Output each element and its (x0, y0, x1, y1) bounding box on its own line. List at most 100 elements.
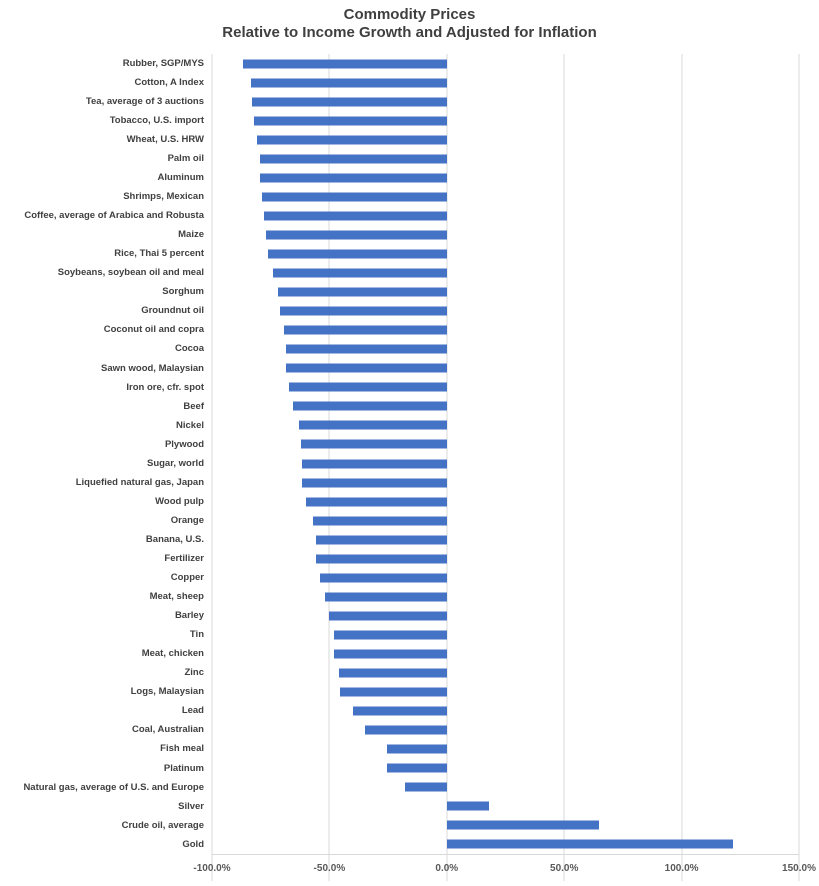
category-label: Tin (189, 629, 204, 641)
chart-row: Rice, Thai 5 percent (0, 244, 819, 263)
bar-track (212, 625, 799, 644)
bar-track (212, 778, 799, 797)
bar-track (212, 435, 799, 454)
bar (242, 59, 447, 69)
bar (324, 592, 447, 602)
category-label: Copper (170, 572, 204, 584)
category-label: Coal, Australian (132, 724, 204, 736)
axis-tick-mark (798, 854, 800, 859)
bar-track (212, 683, 799, 702)
category-label: Orange (170, 514, 204, 526)
chart-row: Lead (0, 702, 819, 721)
bar (263, 211, 447, 221)
category-label: Banana, U.S. (145, 533, 204, 545)
chart-row: Platinum (0, 759, 819, 778)
category-label: Maize (178, 229, 204, 241)
axis-tick-label: 100.0% (664, 862, 699, 874)
axis-tick-mark (681, 854, 683, 859)
bar (316, 535, 447, 545)
chart-row: Wood pulp (0, 492, 819, 511)
category-label: Meat, sheep (149, 591, 204, 603)
chart-row: Iron ore, cfr. spot (0, 378, 819, 397)
category-label: Coffee, average of Arabica and Robusta (24, 210, 204, 222)
category-label: Aluminum (157, 172, 204, 184)
chart-title: Commodity Prices (343, 6, 476, 23)
category-label: Sorghum (162, 286, 204, 298)
bar-track (212, 378, 799, 397)
bar (334, 649, 447, 659)
chart-row: Fish meal (0, 740, 819, 759)
bar-track (212, 206, 799, 225)
bar-track (212, 225, 799, 244)
bar-track (212, 149, 799, 168)
category-label: Sugar, world (146, 457, 204, 469)
chart-row: Coal, Australian (0, 721, 819, 740)
chart-row: Silver (0, 797, 819, 816)
bar-track (212, 92, 799, 111)
bar (285, 363, 447, 373)
chart-row: Copper (0, 568, 819, 587)
category-label: Tobacco, U.S. import (109, 114, 204, 126)
category-label: Coconut oil and copra (103, 324, 204, 336)
bar-track (212, 606, 799, 625)
bar-track (212, 302, 799, 321)
bar (277, 287, 447, 297)
category-label: Shrimps, Mexican (123, 191, 204, 203)
category-label: Crude oil, average (121, 819, 204, 831)
gridline (798, 54, 800, 881)
bar-track (212, 244, 799, 263)
chart-row: Banana, U.S. (0, 530, 819, 549)
bar (266, 230, 447, 240)
bar-track (212, 321, 799, 340)
bar-track (212, 797, 799, 816)
category-label: Cotton, A Index (134, 76, 204, 88)
bar-track (212, 549, 799, 568)
chart-row: Palm oil (0, 149, 819, 168)
bar (260, 154, 447, 164)
bar (256, 135, 447, 145)
category-label: Fish meal (160, 743, 204, 755)
chart-row: Gold (0, 835, 819, 854)
bar (302, 459, 447, 468)
bar (250, 78, 447, 88)
bar-track (212, 111, 799, 130)
axis-tick-mark (328, 854, 330, 859)
chart-row: Nickel (0, 416, 819, 435)
bar-track (212, 721, 799, 740)
chart-row: Sorghum (0, 283, 819, 302)
bar-track (212, 283, 799, 302)
bar (305, 497, 447, 507)
bar (262, 192, 447, 202)
chart-row: Zinc (0, 664, 819, 683)
gridline (446, 54, 448, 881)
bar-track (212, 130, 799, 149)
chart-row: Wheat, U.S. HRW (0, 130, 819, 149)
chart-row: Sawn wood, Malaysian (0, 359, 819, 378)
chart-row: Tin (0, 625, 819, 644)
bar-track (212, 73, 799, 92)
chart-row: Aluminum (0, 168, 819, 187)
axis-tick-mark (211, 854, 213, 859)
chart-subtitle: Relative to Income Growth and Adjusted f… (222, 24, 597, 41)
bar (364, 725, 447, 735)
bar-track (212, 492, 799, 511)
bar (316, 554, 447, 564)
category-label: Silver (178, 800, 204, 812)
chart-row: Tobacco, U.S. import (0, 111, 819, 130)
axis-tick-label: 0.0% (435, 862, 459, 874)
chart-row: Shrimps, Mexican (0, 187, 819, 206)
bar (329, 611, 447, 621)
axis-tick-label: 50.0% (550, 862, 579, 874)
bar (301, 439, 447, 449)
category-label: Meat, chicken (141, 648, 204, 660)
category-label: Sawn wood, Malaysian (101, 362, 204, 374)
bar-track (212, 264, 799, 283)
bar (312, 516, 447, 526)
category-label: Fertilizer (164, 552, 204, 564)
category-label: Wood pulp (155, 495, 204, 507)
category-label: Cocoa (174, 343, 204, 355)
category-label: Wheat, U.S. HRW (126, 133, 204, 145)
bar (298, 420, 447, 430)
gridline (681, 54, 683, 881)
category-label: Rice, Thai 5 percent (114, 248, 204, 260)
